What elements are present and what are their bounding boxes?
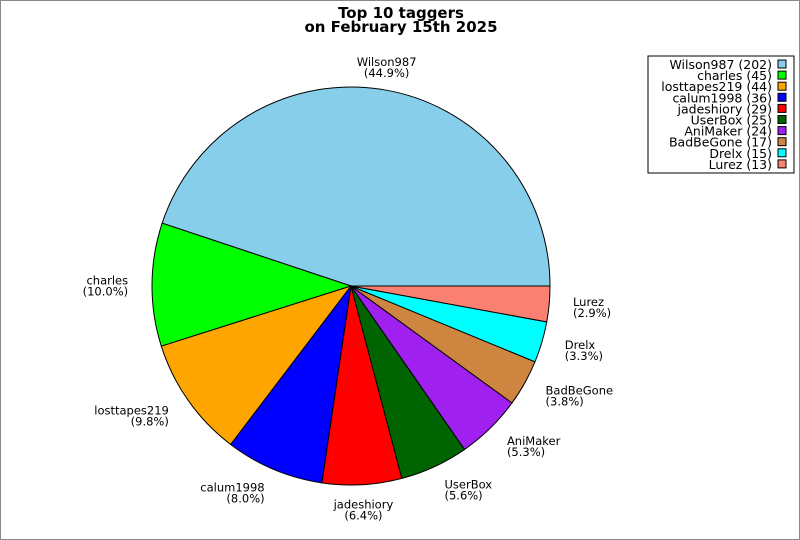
slice-percent: (5.6%) <box>444 488 482 502</box>
legend-entry: Wilson987 (202) <box>669 57 772 72</box>
legend-entry: AniMaker (24) <box>684 124 772 139</box>
pie-slice-calum1998 <box>229 285 352 484</box>
legend-entry: BadBeGone (17) <box>669 135 772 150</box>
legend: Wilson987 (202)charles (45)losttapes219 … <box>647 55 795 174</box>
legend-swatch <box>777 92 787 102</box>
slice-percent: (8.0%) <box>226 491 264 505</box>
legend-entry: calum1998 (36) <box>672 90 772 105</box>
slice-percent: (6.4%) <box>344 509 382 523</box>
slice-percent: (9.8%) <box>131 414 169 428</box>
slice-percent: (3.3%) <box>565 349 603 363</box>
legend-entry: Lurez (13) <box>709 157 772 172</box>
slice-percent: (10.0%) <box>83 284 129 298</box>
legend-entry: UserBox (25) <box>691 113 772 128</box>
legend-swatch <box>777 126 787 136</box>
pie-slice-wilson987 <box>161 86 551 287</box>
legend-swatch <box>777 103 787 113</box>
pie-slice-lurez <box>350 285 551 323</box>
legend-swatch <box>777 81 787 91</box>
chart-title-line-1: Top 10 taggers <box>338 4 464 22</box>
legend-swatch <box>777 115 787 124</box>
slice-label: AniMaker <box>507 434 561 448</box>
slice-label: charles <box>86 273 128 287</box>
slice-percent: (2.9%) <box>573 306 611 320</box>
slice-label: losttapes219 <box>94 403 169 417</box>
slice-label: BadBeGone <box>546 384 614 398</box>
legend-entry: jadeshiory (29) <box>677 101 772 116</box>
legend-swatch <box>777 70 787 80</box>
legend-swatch <box>777 137 787 147</box>
slice-percent: (44.9%) <box>364 66 410 80</box>
slice-percent: (5.3%) <box>507 445 545 459</box>
pie-slice-losttapes219 <box>160 285 353 446</box>
legend-entry: losttapes219 (44) <box>661 79 772 94</box>
slice-label: UserBox <box>444 477 492 491</box>
legend-swatch <box>777 148 787 158</box>
slice-label: Wilson987 <box>357 55 417 69</box>
slice-label: Lurez <box>573 295 604 309</box>
legend-entry: Drelx (15) <box>709 146 772 161</box>
chart-title-line-2: on February 15th 2025 <box>304 18 497 36</box>
slice-percent: (3.8%) <box>546 395 584 409</box>
legend-entry: charles (45) <box>697 68 772 83</box>
legend-swatch <box>777 59 787 69</box>
legend-swatch <box>777 159 787 169</box>
slice-label: calum1998 <box>200 480 264 494</box>
legend-box <box>647 55 795 174</box>
slice-label: Drelx <box>565 338 596 352</box>
slice-label: jadeshiory <box>333 498 394 512</box>
pie-slice-charles <box>151 222 353 347</box>
